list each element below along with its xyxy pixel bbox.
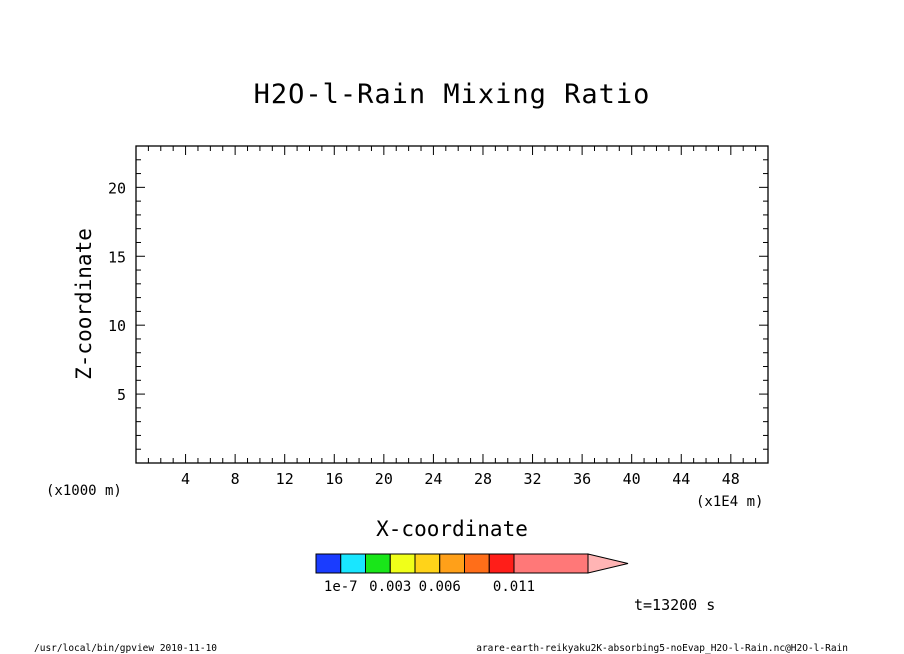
- y-tick-label: 15: [108, 248, 126, 266]
- colorbar-cell: [414, 553, 441, 574]
- colorbar-label: 0.011: [493, 579, 535, 595]
- y-tick-label: 5: [117, 386, 126, 404]
- x-tick-label: 28: [474, 470, 492, 488]
- colorbar-cell: [513, 553, 589, 574]
- x-tick-label: 44: [672, 470, 690, 488]
- x-tick-label: 20: [375, 470, 393, 488]
- time-label: t=13200 s: [634, 596, 715, 614]
- x-tick-label: 8: [231, 470, 240, 488]
- colorbar-extend-triangle: [587, 553, 629, 574]
- colorbar-labels: 1e-7 0.003 0.006 0.011: [324, 579, 535, 595]
- colorbar-cell: [439, 553, 465, 574]
- chart-title: H2O-l-Rain Mixing Ratio: [254, 79, 651, 110]
- colorbar-cell: [340, 553, 366, 574]
- y-axis-unit: (x1000 m): [46, 483, 122, 499]
- colorbar-cell: [389, 553, 416, 574]
- y-tick-label: 10: [108, 317, 126, 335]
- colorbar-cell: [315, 553, 342, 574]
- colorbar-cell: [488, 553, 515, 574]
- x-tick-label: 12: [276, 470, 294, 488]
- y-axis-tick-labels: 5 10 15 20: [108, 179, 126, 404]
- x-axis-label: X-coordinate: [376, 517, 528, 541]
- x-tick-label: 36: [573, 470, 591, 488]
- plot-frame: [135, 145, 769, 464]
- colorbar-label: 0.006: [419, 579, 461, 595]
- footer-left: /usr/local/bin/gpview 2010-11-10: [34, 643, 217, 654]
- y-axis-ticks: [136, 159, 768, 450]
- colorbar-cells: [315, 553, 589, 574]
- colorbar-label: 1e-7: [324, 579, 358, 595]
- y-tick-label: 20: [108, 179, 126, 197]
- x-tick-label: 32: [524, 470, 542, 488]
- x-tick-label: 4: [181, 470, 190, 488]
- colorbar: 1e-7 0.003 0.006 0.011: [315, 553, 629, 595]
- colorbar-cell: [464, 553, 490, 574]
- x-axis-unit: (x1E4 m): [696, 494, 763, 510]
- y-axis-label: Z-coordinate: [72, 228, 96, 380]
- colorbar-label: 0.003: [369, 579, 411, 595]
- x-tick-label: 16: [325, 470, 343, 488]
- x-tick-label: 48: [722, 470, 740, 488]
- x-tick-label: 40: [623, 470, 641, 488]
- footer-right: arare-earth-reikyaku2K-absorbing5-noEvap…: [476, 643, 848, 654]
- x-axis-ticks: [147, 146, 757, 463]
- x-tick-label: 24: [424, 470, 442, 488]
- x-axis-tick-labels: 4 8 12 16 20 24 28 32 36 40 44 48: [181, 470, 740, 488]
- colorbar-cell: [365, 553, 391, 574]
